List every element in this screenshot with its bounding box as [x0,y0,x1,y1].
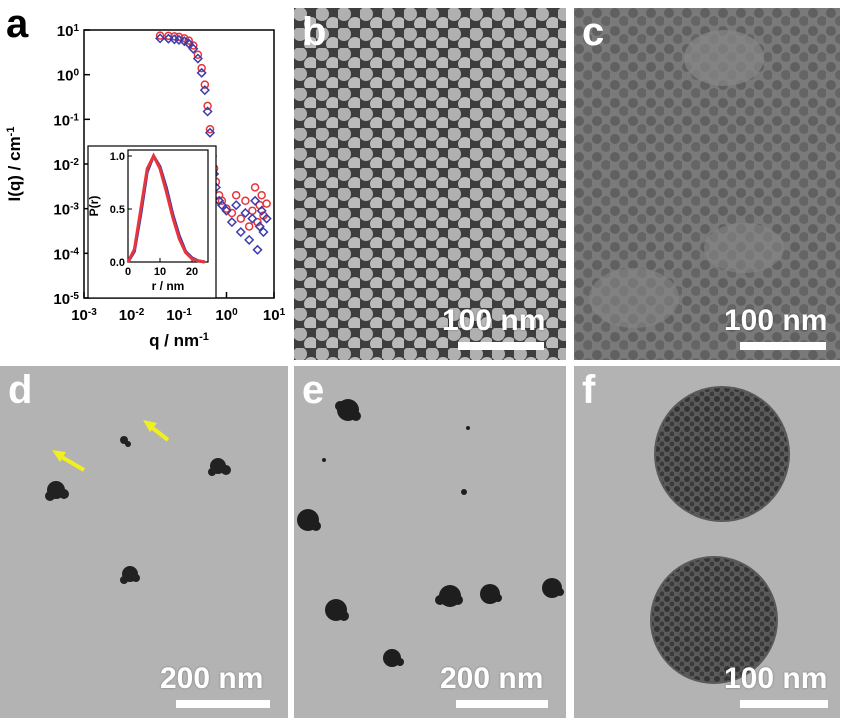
data-point [204,127,216,138]
data-point [193,50,203,59]
inset-x-axis-label: r / nm [152,279,185,293]
data-point [262,199,271,208]
inset-x-tick-label: 0 [125,266,131,278]
x-tick-label: 100 [215,307,238,325]
panel-b-letter: b [302,10,327,54]
scale-label-b: 100 nm [442,304,546,337]
y-axis-label: I(q) / cm-1 [5,127,24,202]
scale-label-c: 100 nm [724,304,828,337]
panel-d: d 200 nm [0,366,288,718]
data-point [173,34,185,45]
data-point [241,196,250,206]
data-point [184,36,193,45]
panel-f: f 100 nm [574,366,840,718]
data-point [216,200,227,211]
x-tick-label: 10-2 [119,307,145,325]
tem-image-b [294,8,566,360]
data-point [244,222,254,231]
inset-y-tick-label: 0.5 [110,204,125,216]
data-point [199,85,210,96]
tem-image-f [574,366,840,718]
inset-y-axis-label: P(r) [87,196,101,217]
data-point [155,31,165,40]
data-point [202,106,213,117]
data-point [250,195,261,206]
tem-image-d [0,366,288,718]
panel-c: c 100 nm [574,8,840,360]
data-point [231,190,241,200]
panel-a-letter: a [6,2,29,46]
panel-d-letter: d [8,368,33,412]
panel-e-letter: e [302,368,325,412]
data-point [254,221,265,232]
scale-bar-b [458,342,544,350]
saxs-chart: 10-3 10-2 10-1 100 10110110010-110-210-310-4… [5,23,286,351]
panel-e: e 200 nm [294,366,566,718]
data-point [217,196,227,206]
inset-x-tick-label: 10 [154,266,166,278]
data-point [221,205,232,216]
data-point [192,53,203,64]
data-point [155,33,166,44]
panel-f-letter: f [582,368,596,412]
inset-x-tick-label: 20 [186,266,198,278]
scale-bar-e [456,700,548,708]
y-tick-label: 100 [57,67,80,85]
scale-bar-c [740,342,826,350]
x-axis-label: q / nm-1 [149,331,209,350]
data-point [257,190,266,200]
data-point [164,31,173,41]
inset-y-tick-label: 1.0 [110,151,125,163]
data-point [235,226,246,238]
data-point [252,244,263,255]
x-tick-label: 10-1 [166,307,192,325]
inset-frame [127,149,209,263]
data-point [188,43,199,54]
data-point [196,67,207,78]
data-point [247,213,258,224]
data-point [240,207,251,219]
y-tick-label: 10-5 [53,291,79,309]
tem-image-e [294,366,566,718]
data-point [163,33,174,44]
scale-label-f: 100 nm [724,662,828,695]
data-point [231,200,242,211]
data-point [179,36,190,47]
data-point [236,214,246,223]
data-point [205,124,215,134]
inset-background [87,145,217,299]
x-tick-label: 101 [263,307,286,325]
pr-inset: 0 10 20 0.0 0.5 1.0 r / nm P(r) [87,145,217,299]
y-tick-label: 10-1 [53,112,79,130]
data-point [197,63,206,73]
data-point [203,101,212,111]
scale-label-e: 200 nm [440,662,544,695]
data-point [200,80,210,89]
scale-label-d: 200 nm [160,662,264,695]
data-point [261,213,272,224]
panel-c-letter: c [582,10,605,54]
y-tick-label: 10-2 [53,157,79,175]
scale-bar-f [740,700,828,708]
tem-image-c [574,8,840,360]
data-point [244,234,255,245]
data-point [183,38,194,49]
x-tick-label: 10-3 [71,307,97,325]
data-point [256,205,267,216]
pr-curve [126,152,206,264]
y-tick-label: 10-4 [53,246,79,264]
panel-b: b 100 nm [294,8,566,360]
y-tick-label: 10-3 [53,201,79,219]
inset-y-tick-label: 0.0 [110,257,125,269]
data-point [258,226,269,238]
data-point [226,217,237,228]
panel-a: a 10-3 10-2 10-1 100 101 101 100 10-1 10-2 10-3 10… [0,0,288,360]
scale-bar-d [176,700,270,708]
y-tick-label: 101 [57,23,80,41]
data-point [250,183,260,192]
